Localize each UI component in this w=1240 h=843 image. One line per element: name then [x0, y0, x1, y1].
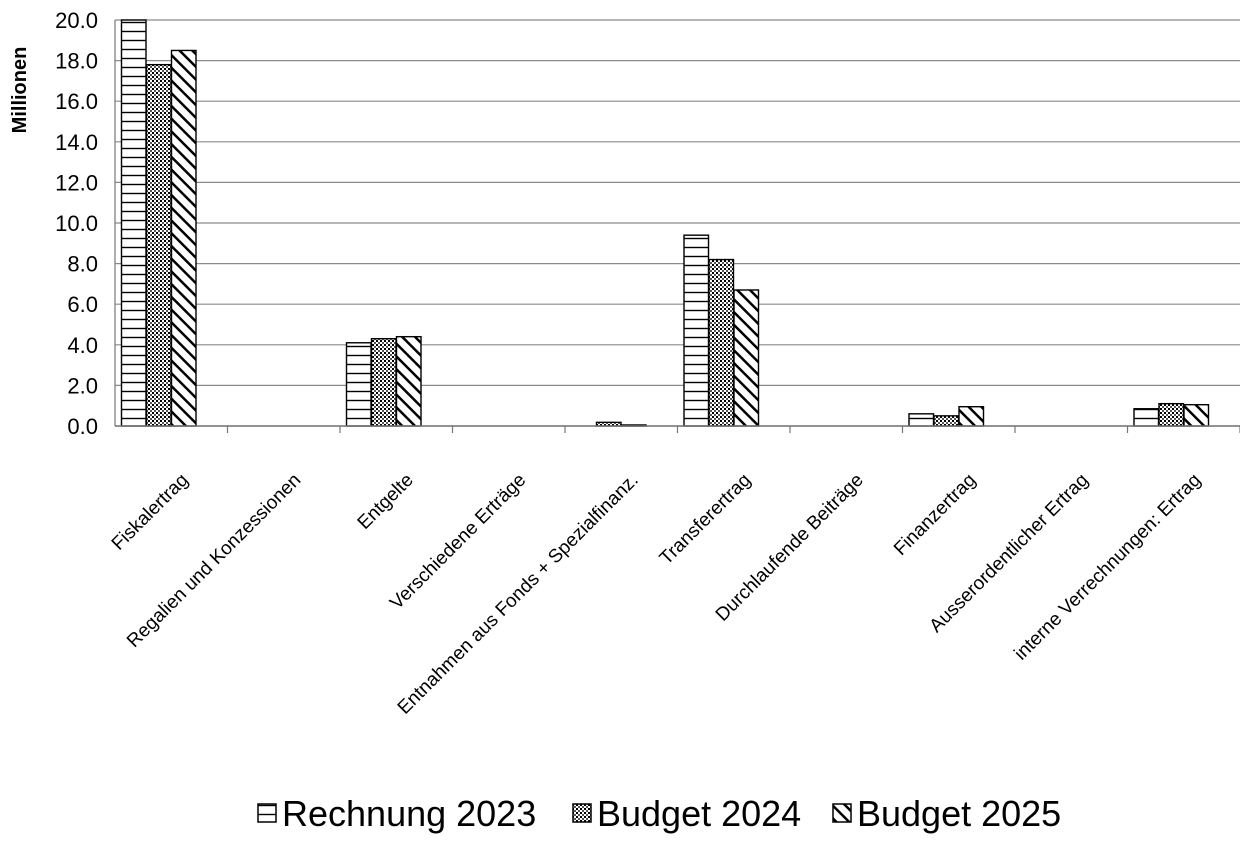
- legend-item: Budget 2024: [572, 793, 801, 834]
- bar-budget-2025: [1183, 403, 1210, 427]
- bar-rechnung-2023: [120, 19, 147, 427]
- y-axis-ticks: 0.0 2.0 4.0 6.0 8.0 10.0 12.0 14.0 16.0 18.0 20.0: [55, 8, 98, 439]
- legend-label: Budget 2025: [857, 793, 1061, 834]
- legend-item: Budget 2025: [832, 793, 1061, 834]
- axes: [114, 20, 1240, 433]
- bar-rechnung-2023: [908, 413, 935, 427]
- bar-rechnung-2023: [345, 342, 372, 427]
- y-tick-label: 2.0: [67, 373, 98, 398]
- legend-item: Rechnung 2023: [257, 793, 536, 834]
- bar-budget-2024: [145, 63, 172, 427]
- x-tick-label: Entgelte: [354, 470, 418, 534]
- legend-swatch: [572, 803, 592, 823]
- y-tick-label: 20.0: [55, 8, 98, 33]
- x-tick-label: interne Verrechnungen: Ertrag: [1010, 470, 1205, 665]
- y-axis-title: Millionen: [9, 47, 31, 134]
- bar-budget-2025: [395, 335, 422, 427]
- bar-budget-2025: [170, 49, 197, 427]
- bars: [120, 19, 1210, 427]
- y-tick-label: 12.0: [55, 170, 98, 195]
- y-tick-label: 8.0: [67, 252, 98, 277]
- y-tick-label: 6.0: [67, 292, 98, 317]
- x-tick-label: Finanzertrag: [890, 470, 980, 560]
- y-tick-label: 4.0: [67, 333, 98, 358]
- x-tick-label: Fiskalertrag: [108, 470, 193, 555]
- bar-budget-2024: [370, 338, 397, 427]
- y-tick-label: 18.0: [55, 49, 98, 74]
- bar-budget-2024: [708, 258, 735, 427]
- y-tick-label: 0.0: [67, 414, 98, 439]
- bar-rechnung-2023: [1133, 408, 1160, 427]
- x-tick-label: Entnahmen aus Fonds + Spezialfinanz.: [394, 470, 643, 719]
- legend-label: Rechnung 2023: [282, 793, 536, 834]
- legend: Rechnung 2023 Budget 2024 Budget 2025: [257, 793, 1061, 834]
- bar-budget-2024: [1158, 402, 1185, 427]
- legend-swatch: [832, 803, 852, 823]
- legend-swatch: [257, 803, 277, 823]
- bar-rechnung-2023: [683, 234, 710, 427]
- y-tick-label: 16.0: [55, 89, 98, 114]
- x-tick-label: Transferertrag: [656, 470, 755, 569]
- bar-budget-2025: [958, 406, 985, 427]
- y-tick-label: 10.0: [55, 211, 98, 236]
- legend-label: Budget 2024: [597, 793, 801, 834]
- gridlines: [115, 19, 1240, 427]
- bar-budget-2025: [733, 289, 760, 427]
- bar-budget-2024: [933, 415, 960, 427]
- y-tick-label: 14.0: [55, 130, 98, 155]
